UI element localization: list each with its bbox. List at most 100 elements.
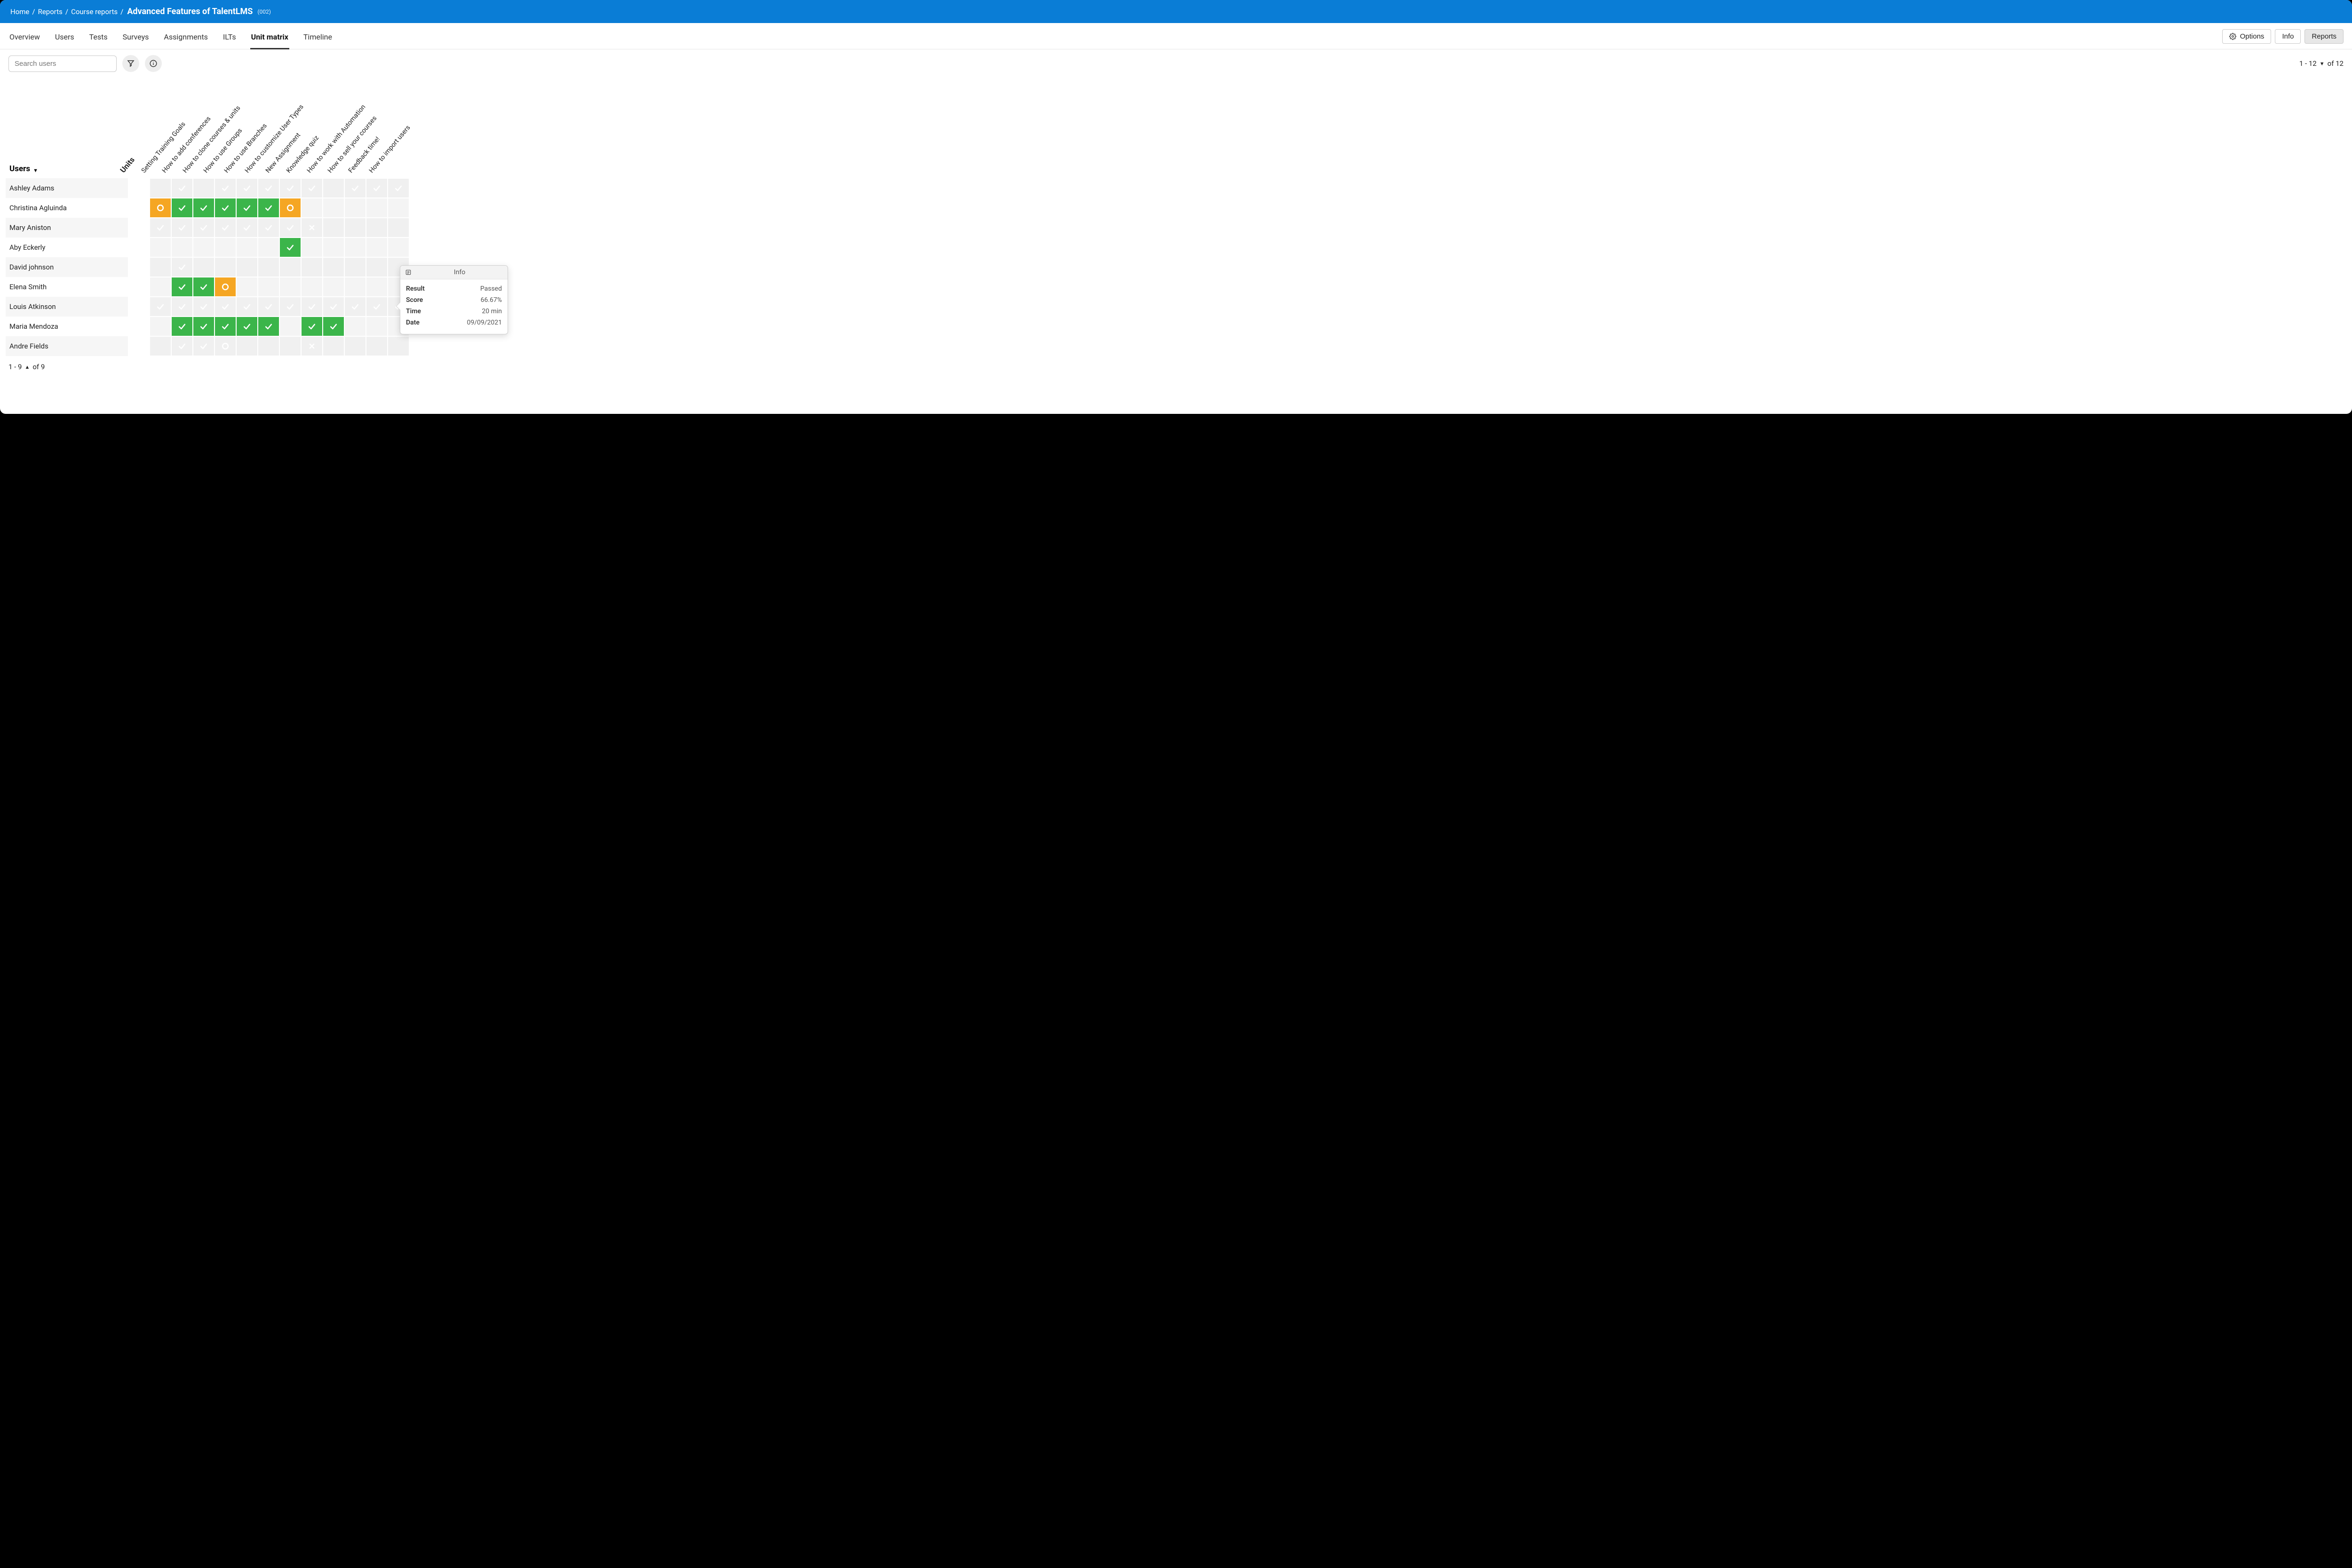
matrix-cell[interactable] [215,179,236,198]
matrix-cell[interactable] [172,198,192,217]
matrix-cell[interactable] [193,277,214,296]
matrix-cell[interactable] [172,258,192,277]
matrix-cell[interactable] [237,218,257,237]
matrix-cell[interactable] [215,198,236,217]
matrix-cell [366,337,387,356]
matrix-cell[interactable] [193,297,214,316]
tab-unit-matrix[interactable]: Unit matrix [250,28,289,49]
matrix-cell[interactable] [172,277,192,296]
matrix-cell[interactable] [258,317,279,336]
matrix-cell[interactable] [258,297,279,316]
matrix-cell[interactable] [323,297,344,316]
pager-top[interactable]: 1 - 12 ▼ of 12 [2299,59,2344,68]
matrix-cell[interactable] [280,198,301,217]
matrix-cell [366,238,387,257]
breadcrumb-home[interactable]: Home [10,8,29,16]
cell-tooltip: Info ResultPassed Score66.67% Time20 min… [400,265,508,334]
matrix-cell[interactable] [302,337,322,356]
page-code: (002) [257,8,271,15]
tab-tests[interactable]: Tests [88,28,109,49]
matrix-cell[interactable] [258,198,279,217]
matrix-cell[interactable] [172,317,192,336]
tab-ilts[interactable]: ILTs [222,28,237,49]
matrix-cell[interactable] [258,179,279,198]
matrix-cell[interactable] [150,218,171,237]
user-name[interactable]: Aby Eckerly [6,238,128,257]
options-button[interactable]: Options [2222,29,2272,44]
users-column-header[interactable]: Users ▼ [6,164,128,178]
user-name[interactable]: Mary Aniston [6,218,128,238]
matrix-cell [323,337,344,356]
matrix-cell[interactable] [150,198,171,217]
matrix-cell[interactable] [172,179,192,198]
matrix-cell[interactable] [193,218,214,237]
tooltip-body: ResultPassed Score66.67% Time20 min Date… [400,279,508,334]
matrix-cell[interactable] [302,317,322,336]
tab-assignments[interactable]: Assignments [163,28,209,49]
matrix-cell[interactable] [172,337,192,356]
matrix-cell[interactable] [215,277,236,296]
help-button[interactable] [145,55,162,72]
breadcrumb-course-reports[interactable]: Course reports [71,8,118,16]
matrix-cell [258,277,279,296]
table-row: Andre Fields [6,336,2346,356]
matrix-cell [323,238,344,257]
matrix-cell[interactable] [215,218,236,237]
tooltip-result-value: Passed [480,285,502,293]
user-name[interactable]: Andre Fields [6,336,128,356]
search-input[interactable] [8,55,117,72]
tooltip-time-value: 20 min [482,308,502,315]
matrix-cell[interactable] [280,218,301,237]
matrix-cell [345,277,366,296]
tab-overview[interactable]: Overview [8,28,41,49]
matrix-cell[interactable] [172,297,192,316]
matrix-cell[interactable] [237,297,257,316]
filter-button[interactable] [122,55,139,72]
matrix-cell[interactable] [237,179,257,198]
matrix-cell[interactable] [302,179,322,198]
matrix-cell[interactable] [345,179,366,198]
matrix-cell[interactable] [215,297,236,316]
matrix-cell [302,277,322,296]
pager-of: of 12 [2328,59,2344,68]
tab-timeline[interactable]: Timeline [302,28,333,49]
matrix-cell[interactable] [280,297,301,316]
matrix-cell[interactable] [193,337,214,356]
matrix-cell[interactable] [237,198,257,217]
matrix-cell[interactable] [366,179,387,198]
matrix-cell[interactable] [302,218,322,237]
matrix-cell [323,198,344,217]
user-name[interactable]: Ashley Adams [6,178,128,198]
pager-bottom[interactable]: 1 - 9 ▲ of 9 [0,356,2352,378]
matrix-cell[interactable] [366,297,387,316]
matrix-cell[interactable] [150,297,171,316]
info-button[interactable]: Info [2275,29,2301,44]
matrix-cell[interactable] [172,218,192,237]
matrix-cell[interactable] [280,238,301,257]
matrix-cell [193,258,214,277]
matrix-cell [258,337,279,356]
reports-button[interactable]: Reports [2304,29,2344,44]
matrix-cell[interactable] [193,317,214,336]
matrix-cell[interactable] [280,179,301,198]
tabs: Overview Users Tests Surveys Assignments ILTs… [8,28,333,49]
app-frame: Home / Reports / Course reports / Advanc… [0,0,2352,414]
user-name[interactable]: David johnson [6,257,128,277]
matrix-cell[interactable] [193,198,214,217]
matrix-cell[interactable] [345,297,366,316]
user-name[interactable]: Louis Atkinson [6,297,128,317]
tab-users[interactable]: Users [54,28,75,49]
matrix-cell[interactable] [323,317,344,336]
matrix-cell[interactable] [388,179,409,198]
matrix-cell[interactable] [215,317,236,336]
matrix-cell[interactable] [237,317,257,336]
matrix-cell[interactable] [302,297,322,316]
unit-header-label: How to use Groups [202,127,244,174]
user-name[interactable]: Maria Mendoza [6,317,128,336]
user-name[interactable]: Christina Agluinda [6,198,128,218]
tab-surveys[interactable]: Surveys [122,28,150,49]
matrix-cell[interactable] [215,337,236,356]
breadcrumb-reports[interactable]: Reports [38,8,63,16]
user-name[interactable]: Elena Smith [6,277,128,297]
matrix-cell[interactable] [258,218,279,237]
